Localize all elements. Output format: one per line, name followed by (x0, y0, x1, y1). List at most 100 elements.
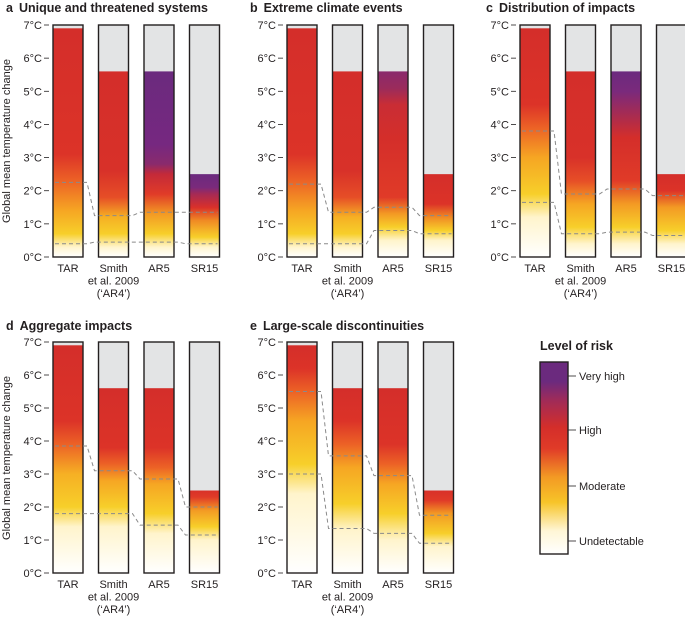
y-tick-label: 2°C (24, 186, 43, 198)
y-tick-label: 2°C (491, 186, 510, 198)
panel-c-letter: c (486, 1, 493, 15)
y-tick-label: 6°C (258, 53, 277, 65)
x-category-label: Smith (99, 579, 127, 591)
risk-bar-SR15 (189, 490, 220, 573)
legend-level-moderate: Moderate (579, 481, 625, 493)
bar-outline (610, 24, 642, 258)
risk-bar-Smith et al. 2009 ('AR4') (332, 71, 363, 258)
x-category-label: TAR (291, 579, 312, 591)
x-category-label: Smith (333, 263, 361, 275)
y-tick-label: 7°C (258, 20, 277, 32)
bar-outline (331, 341, 364, 574)
bar-outline (422, 341, 455, 574)
y-tick-label: 5°C (24, 403, 43, 415)
bar-outline (52, 341, 84, 574)
y-tick-label: 5°C (24, 86, 43, 98)
y-tick-label: 5°C (258, 403, 277, 415)
y-tick-label: 0°C (24, 252, 43, 264)
y-tick-label: 3°C (491, 153, 510, 165)
y-tick-label: 1°C (491, 219, 510, 231)
y-tick-label: 6°C (258, 370, 277, 382)
panel-a-title-text: Unique and threatened systems (19, 1, 208, 15)
risk-bar-AR5 (611, 71, 641, 258)
y-tick-label: 5°C (491, 86, 510, 98)
risk-bar-SR15 (189, 174, 220, 257)
risk-legend: Level of risk Very high High Moderate Undete… (539, 339, 644, 555)
x-category-label: AR5 (382, 263, 403, 275)
x-category-label: AR5 (148, 263, 169, 275)
panel-a-title: a Unique and threatened systems (6, 1, 208, 15)
threshold-dashed-line (289, 183, 452, 217)
y-tick-label: 4°C (24, 119, 43, 131)
x-category-label: et al. 2009 (555, 276, 606, 288)
x-category-label: SR15 (658, 263, 685, 275)
threshold-dashed-line (522, 130, 685, 197)
bar-outline (188, 341, 221, 574)
y-tick-label: 7°C (258, 337, 277, 349)
y-tick-label: 4°C (491, 119, 510, 131)
threshold-dashed-line (55, 241, 218, 245)
y-tick-label: 1°C (24, 535, 43, 547)
x-category-label: SR15 (425, 263, 453, 275)
threshold-dashed-line (55, 445, 218, 508)
risk-bar-Smith et al. 2009 ('AR4') (98, 388, 129, 573)
bar-outline (188, 24, 221, 258)
threshold-dashed-line (55, 181, 218, 217)
x-category-label: et al. 2009 (322, 276, 373, 288)
x-category-label: (‘AR4’) (331, 604, 365, 616)
x-category-label: (‘AR4’) (97, 604, 131, 616)
bar-outline (286, 341, 318, 574)
threshold-dashed-line (289, 473, 452, 544)
y-tick-label: 4°C (258, 119, 277, 131)
bar-outline (52, 24, 84, 258)
x-category-label: SR15 (191, 263, 219, 275)
y-axis-label-top: Global mean temperature change (1, 59, 13, 223)
bar-outline (97, 341, 130, 574)
risk-bar-TAR (287, 28, 317, 257)
risk-bar-SR15 (423, 490, 454, 573)
panel-e-title: e Large-scale discontinuities (250, 319, 424, 333)
x-category-label: Smith (333, 579, 361, 591)
bar-outline (422, 24, 455, 258)
x-category-label: AR5 (615, 263, 636, 275)
legend-level-very-high: Very high (579, 371, 625, 383)
y-tick-label: 3°C (258, 153, 277, 165)
risk-bar-Smith et al. 2009 ('AR4') (332, 388, 363, 573)
y-tick-label: 4°C (24, 436, 43, 448)
risk-bar-AR5 (144, 388, 174, 573)
panel-d-letter: d (6, 319, 14, 333)
bar-outline (564, 24, 597, 258)
y-tick-label: 6°C (24, 370, 43, 382)
panel-b-letter: b (250, 1, 258, 15)
y-tick-label: 6°C (24, 53, 43, 65)
legend-level-undetectable: Undetectable (579, 536, 644, 548)
risk-bar-TAR (520, 28, 550, 257)
panel-c-title: c Distribution of impacts (486, 1, 635, 15)
x-category-label: Smith (99, 263, 127, 275)
y-tick-label: 2°C (24, 502, 43, 514)
risk-bar-TAR (287, 345, 317, 573)
bar-outline (143, 24, 175, 258)
y-tick-label: 1°C (24, 219, 43, 231)
x-category-label: TAR (291, 263, 312, 275)
bar-outline (377, 341, 409, 574)
panel-e-letter: e (250, 319, 257, 333)
bar-outline (331, 24, 364, 258)
x-category-label: et al. 2009 (88, 276, 139, 288)
y-tick-label: 7°C (491, 20, 510, 32)
panel-d-title: d Aggregate impacts (6, 319, 132, 333)
risk-bar-AR5 (378, 71, 408, 258)
threshold-dashed-line (522, 201, 685, 236)
panel-b-title-text: Extreme climate events (264, 1, 403, 15)
y-tick-label: 0°C (24, 568, 43, 580)
legend-color-bar (539, 361, 569, 555)
panel-b-title: b Extreme climate events (250, 1, 403, 15)
bar-outline (377, 24, 409, 258)
panel-c-title-text: Distribution of impacts (499, 1, 635, 15)
risk-bar-AR5 (144, 71, 174, 258)
